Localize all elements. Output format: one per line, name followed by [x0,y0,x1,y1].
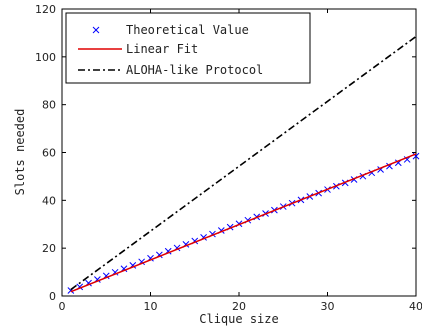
x-tick-label: 40 [409,300,422,313]
y-tick-label: 0 [49,290,56,303]
y-tick-label: 120 [35,3,56,16]
series-layer [67,35,420,294]
legend-label: ALOHA-like Protocol [126,63,263,77]
axis-ticks: 0 10 20 30 40 0 20 40 60 80 100 120 [35,3,422,313]
y-tick-label: 60 [42,147,56,160]
y-axis-label: Slots needed [13,109,27,196]
aloha-like-protocol-line [70,35,417,291]
x-tick-label: 20 [232,300,246,313]
y-tick-label: 40 [42,194,56,207]
y-tick-label: 20 [42,242,56,255]
x-tick-label: 0 [59,300,66,313]
legend-box [65,12,311,84]
x-axis-label: Clique size [199,312,278,326]
y-tick-label: 100 [35,51,56,64]
x-tick-label: 10 [144,300,158,313]
linear-fit-line [70,153,417,293]
legend-label: Linear Fit [126,42,198,56]
legend: Theoretical Value Linear Fit ALOHA-like Pr… [65,12,311,84]
y-tick-label: 80 [42,99,56,112]
x-tick-label: 30 [321,300,335,313]
legend-item: Linear Fit [78,42,198,56]
legend-item: Theoretical Value [92,23,249,37]
legend-label: Theoretical Value [126,23,249,37]
legend-marker-x [92,26,100,34]
legend-item: ALOHA-like Protocol [78,63,263,77]
